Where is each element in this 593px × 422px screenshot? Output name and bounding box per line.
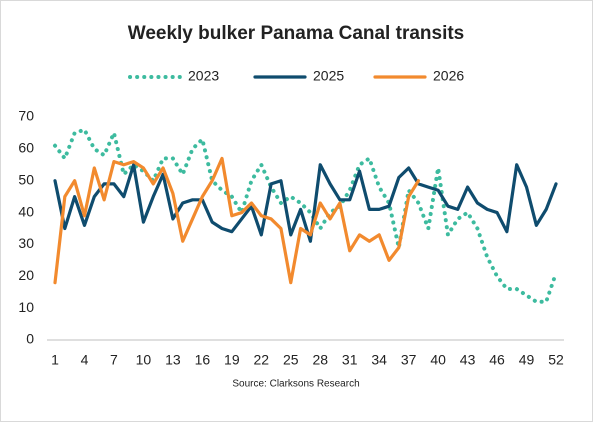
x-tick-label: 1 bbox=[51, 352, 59, 368]
x-tick-label: 46 bbox=[489, 352, 505, 368]
y-tick-label: 70 bbox=[18, 108, 34, 124]
y-tick-label: 20 bbox=[18, 267, 34, 283]
x-tick-label: 10 bbox=[136, 352, 152, 368]
x-tick-label: 49 bbox=[519, 352, 535, 368]
x-tick-label: 19 bbox=[224, 352, 240, 368]
x-tick-label: 22 bbox=[254, 352, 270, 368]
x-tick-label: 52 bbox=[548, 352, 564, 368]
x-tick-label: 16 bbox=[195, 352, 211, 368]
y-tick-label: 10 bbox=[18, 299, 34, 315]
x-tick-label: 37 bbox=[401, 352, 417, 368]
source: Source: Clarksons Research bbox=[232, 379, 359, 390]
x-tick-label: 4 bbox=[81, 352, 89, 368]
y-tick-label: 60 bbox=[18, 140, 34, 156]
legend-label: 2026 bbox=[433, 68, 464, 84]
x-tick-label: 40 bbox=[430, 352, 446, 368]
series-line bbox=[53, 156, 421, 285]
x-tick-label: 7 bbox=[110, 352, 118, 368]
y-tick-label: 30 bbox=[18, 235, 34, 251]
series-line bbox=[53, 163, 558, 243]
x-tick-label: 28 bbox=[312, 352, 328, 368]
y-tick-label: 50 bbox=[18, 171, 34, 187]
x-tick-label: 25 bbox=[283, 352, 299, 368]
x-tick-label: 34 bbox=[371, 352, 387, 368]
y-tick-label: 0 bbox=[26, 331, 34, 347]
x-tick-label: 13 bbox=[165, 352, 181, 368]
x-tick-label: 43 bbox=[460, 352, 476, 368]
x-tick-label: 31 bbox=[342, 352, 358, 368]
y-tick-label: 40 bbox=[18, 203, 34, 219]
chart-title: Weekly bulker Panama Canal transits bbox=[128, 23, 465, 44]
legend-label: 2025 bbox=[313, 68, 344, 84]
legend-label: 2023 bbox=[188, 68, 219, 84]
series-line bbox=[53, 127, 558, 304]
